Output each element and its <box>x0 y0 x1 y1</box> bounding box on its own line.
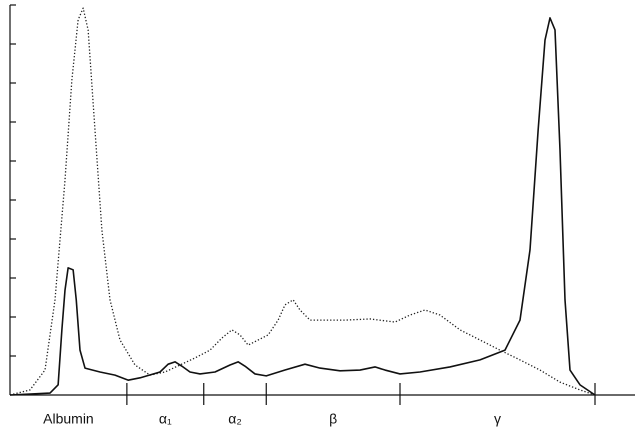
region-label: α₂ <box>228 411 242 427</box>
curve <box>9 17 596 396</box>
region-label: γ <box>494 411 501 427</box>
region-label: β <box>329 411 337 427</box>
curve <box>9 7 596 396</box>
region-label: Albumin <box>43 411 94 427</box>
region-label: α₁ <box>159 411 172 427</box>
